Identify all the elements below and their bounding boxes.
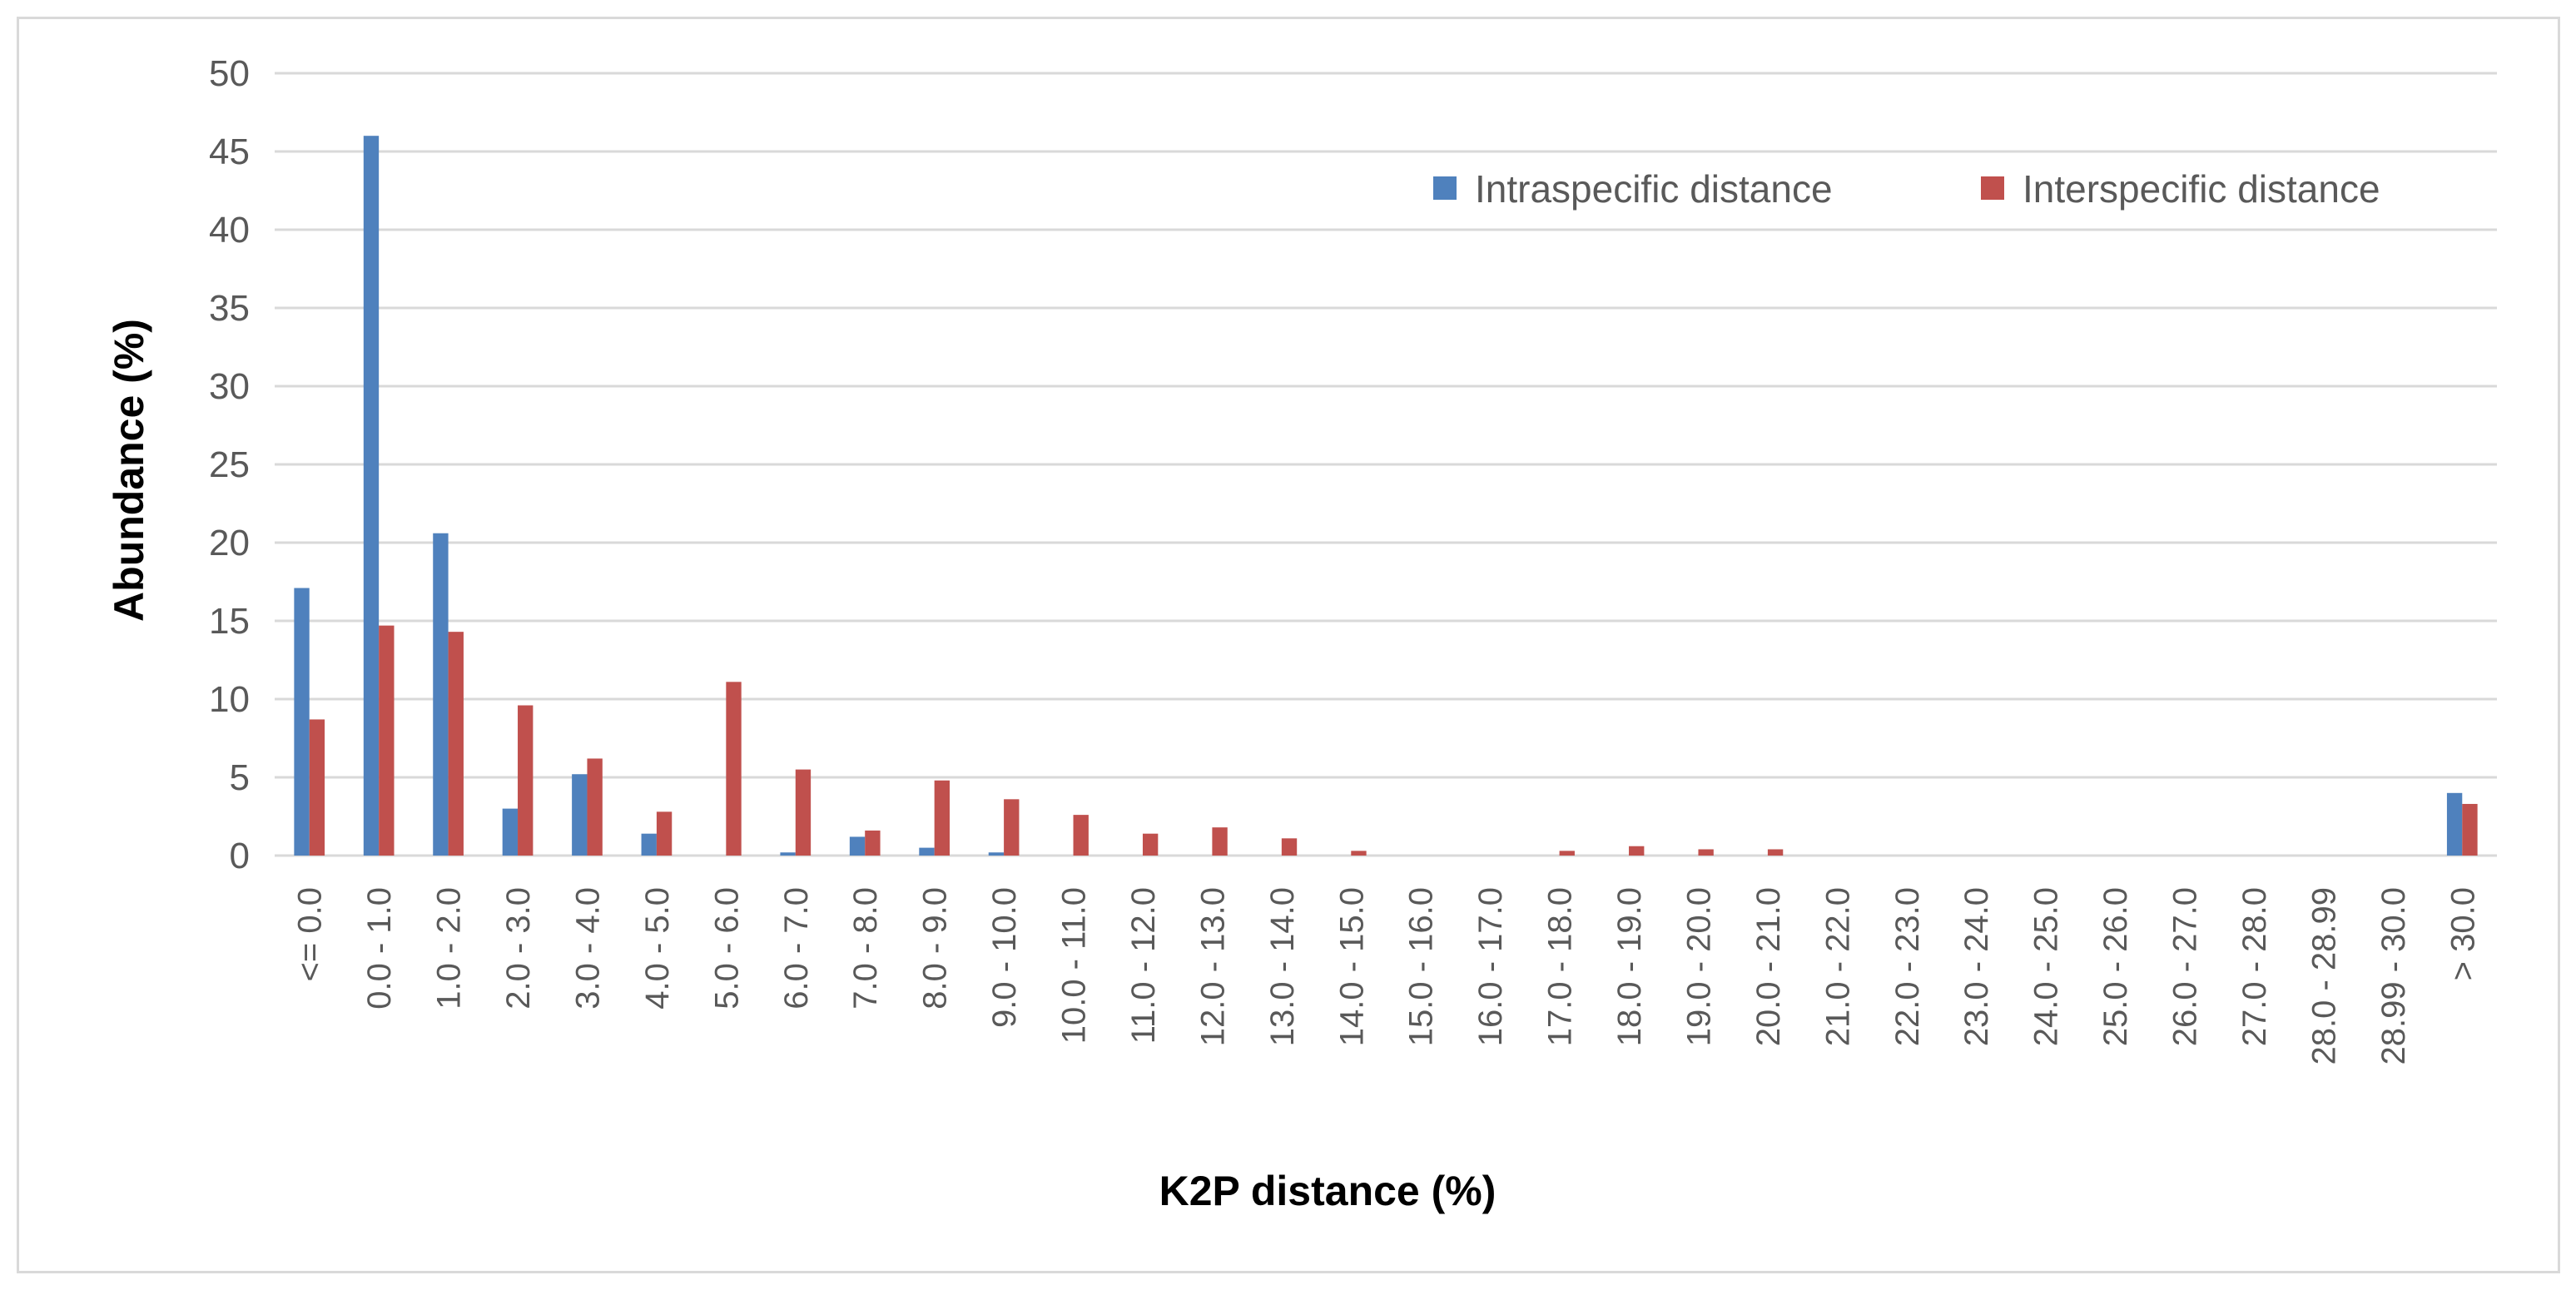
- intraspecific-bar: [919, 847, 935, 856]
- intraspecific-bar: [294, 588, 310, 856]
- x-tick-label: 5.0 - 6.0: [708, 887, 745, 1010]
- x-tick-label: 26.0 - 27.0: [2167, 887, 2204, 1046]
- interspecific-bar: [1767, 849, 1784, 856]
- x-tick-label: 2.0 - 3.0: [500, 887, 537, 1010]
- x-tick-label: <= 0.0: [292, 887, 329, 981]
- x-tick-label: 8.0 - 9.0: [917, 887, 954, 1010]
- x-tick-label: 17.0 - 18.0: [1542, 887, 1579, 1046]
- interspecific-bar: [1073, 815, 1089, 856]
- x-tick-label: 28.0 - 28.99: [2305, 887, 2342, 1065]
- interspecific-bar: [795, 769, 812, 856]
- intraspecific-bar: [988, 852, 1005, 856]
- interspecific-bar: [656, 811, 673, 856]
- interspecific-bar: [1212, 827, 1228, 856]
- x-tick-label: 13.0 - 14.0: [1264, 887, 1301, 1046]
- interspecific-bar: [518, 705, 534, 856]
- y-tick-label: 10: [209, 679, 250, 720]
- intraspecific-bar: [641, 833, 657, 856]
- y-tick-label: 50: [209, 53, 250, 94]
- legend-label-intraspecific: Intraspecific distance: [1475, 167, 1833, 211]
- x-tick-label: 7.0 - 8.0: [847, 887, 884, 1010]
- x-tick-label: 14.0 - 15.0: [1333, 887, 1370, 1046]
- intraspecific-bar: [780, 852, 796, 856]
- x-tick-label: 0.0 - 1.0: [361, 887, 398, 1010]
- x-tick-label: 24.0 - 25.0: [2028, 887, 2065, 1046]
- legend-label-interspecific: Interspecific distance: [2023, 167, 2380, 211]
- interspecific-bar: [2462, 803, 2478, 856]
- x-tick-label: 6.0 - 7.0: [778, 887, 815, 1010]
- x-tick-label: 28.99 - 30.0: [2375, 887, 2412, 1065]
- y-tick-label: 35: [209, 288, 250, 329]
- x-tick-label: 9.0 - 10.0: [986, 887, 1023, 1028]
- intraspecific-bar: [849, 836, 866, 856]
- intraspecific-bar: [363, 136, 380, 856]
- x-tick-label: 1.0 - 2.0: [431, 887, 468, 1010]
- interspecific-bar: [1142, 833, 1159, 856]
- legend-swatch-interspecific: [1981, 176, 2004, 200]
- y-tick-label: 15: [209, 601, 250, 642]
- x-tick-label: 10.0 - 11.0: [1056, 887, 1093, 1044]
- bars: [294, 136, 2478, 856]
- x-tick-label: 20.0 - 21.0: [1750, 887, 1787, 1046]
- x-axis-title: K2P distance (%): [1159, 1168, 1496, 1214]
- x-tick-label: 21.0 - 22.0: [1819, 887, 1856, 1046]
- interspecific-bar: [1559, 851, 1575, 856]
- interspecific-bar: [865, 830, 881, 856]
- x-tick-label: 16.0 - 17.0: [1472, 887, 1509, 1046]
- interspecific-bar: [1281, 838, 1298, 856]
- x-tick-label: 25.0 - 26.0: [2097, 887, 2134, 1046]
- x-axis-ticks: <= 0.0 0.0 - 1.0 1.0 - 2.0 2.0 - 3.0 3.0 - 4…: [292, 887, 2482, 1065]
- x-tick-label: 15.0 - 16.0: [1403, 887, 1440, 1046]
- y-tick-label: 0: [230, 836, 250, 876]
- interspecific-bar: [1698, 849, 1714, 856]
- y-tick-label: 30: [209, 366, 250, 407]
- intraspecific-bar: [572, 774, 588, 856]
- x-tick-label: 19.0 - 20.0: [1680, 887, 1717, 1046]
- y-axis-ticks: 0 5 10 15 20 25 30 35 40 45 50: [209, 53, 250, 876]
- interspecific-bar: [726, 682, 742, 856]
- x-tick-label: 11.0 - 12.0: [1125, 887, 1162, 1044]
- y-tick-label: 45: [209, 131, 250, 172]
- interspecific-bar: [1629, 846, 1645, 856]
- legend-swatch-intraspecific: [1433, 176, 1457, 200]
- legend: Intraspecific distance Interspecific dis…: [1433, 167, 2380, 211]
- interspecific-bar: [1004, 799, 1020, 856]
- x-tick-label: 18.0 - 19.0: [1611, 887, 1648, 1046]
- x-tick-label: 23.0 - 24.0: [1958, 887, 1995, 1046]
- interspecific-bar: [1351, 851, 1367, 856]
- interspecific-bar: [309, 719, 325, 856]
- interspecific-bar: [379, 625, 395, 856]
- intraspecific-bar: [502, 808, 519, 856]
- y-tick-label: 5: [230, 757, 250, 798]
- x-tick-label: 4.0 - 5.0: [639, 887, 676, 1010]
- interspecific-bar: [448, 632, 464, 856]
- y-axis-title: Abundance (%): [106, 319, 152, 622]
- x-tick-label: 12.0 - 13.0: [1194, 887, 1231, 1046]
- x-tick-label: > 30.0: [2444, 887, 2481, 980]
- x-tick-label: 22.0 - 23.0: [1889, 887, 1926, 1046]
- y-tick-label: 40: [209, 210, 250, 251]
- interspecific-bar: [934, 780, 950, 856]
- x-tick-label: 3.0 - 4.0: [569, 887, 606, 1010]
- y-tick-label: 20: [209, 523, 250, 563]
- intraspecific-bar: [2446, 792, 2463, 856]
- y-tick-label: 25: [209, 444, 250, 485]
- interspecific-bar: [587, 758, 603, 856]
- x-tick-label: 27.0 - 28.0: [2236, 887, 2273, 1046]
- intraspecific-bar: [433, 533, 449, 856]
